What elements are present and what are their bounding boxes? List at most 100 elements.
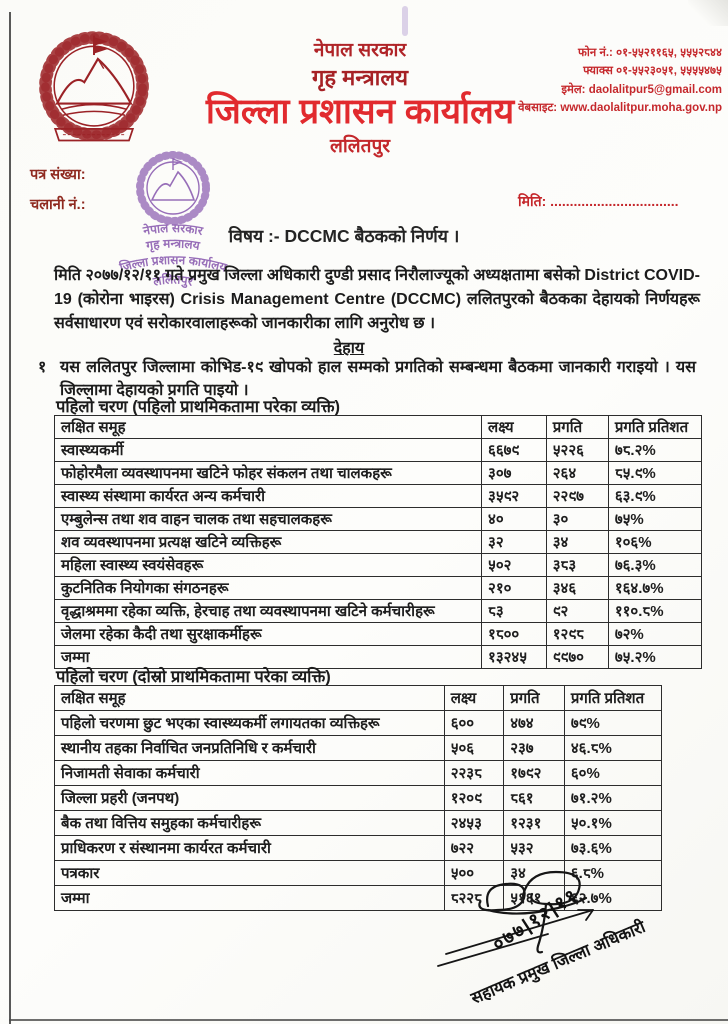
table-cell: स्वास्थ्य संस्थामा कार्यरत अन्य कर्मचारी	[53, 484, 483, 508]
date-line: मिति: .................................	[518, 192, 679, 211]
table-cell: १२०९	[443, 785, 505, 811]
table-cell: जेलमा रहेका कैदी तथा सुरक्षाकर्मीहरू	[53, 622, 483, 646]
table-cell: ४६.८%	[563, 735, 663, 761]
table-cell: ९९७०	[545, 645, 609, 669]
subject-line: विषय :- DCCMC बैठकको निर्णय ।	[228, 226, 460, 246]
table-cell: पत्रकार	[54, 860, 445, 886]
nepal-government-emblem-icon	[39, 31, 149, 142]
table-row: जम्मा १३२४५ ९९७० ७५.२%	[53, 645, 703, 669]
website-label: वेबसाइट:	[518, 102, 558, 115]
table-cell: ५०.१%	[563, 810, 663, 836]
first-phase-first-priority-table: लक्षित समूह लक्ष्य प्रगति प्रगति प्रतिशत…	[53, 415, 703, 669]
table-cell: ११०.८%	[607, 599, 703, 623]
table-cell: एम्बुलेन्स तथा शव वाहन चालक तथा सहचालकहर…	[53, 507, 483, 531]
fax-value: ०१-५५२३०५१, ५५५५४७५	[616, 65, 722, 78]
email-label: इमेल:	[561, 83, 586, 96]
table-cell: जम्मा	[54, 885, 445, 911]
col-progress-percent: प्रगति प्रतिशत	[607, 415, 703, 439]
table-row: निजामती सेवाका कर्मचारी २२३८ १७९२ ६०%	[54, 760, 663, 786]
scan-corner-fold	[688, 0, 728, 26]
table-cell: २४५३	[443, 810, 505, 836]
letter-number-label: पत्र संख्या:	[30, 167, 86, 183]
table-cell: २२३८	[443, 760, 505, 786]
letterhead: नेपाल सरकार गृह मन्त्रालय जिल्ला प्रशासन…	[150, 40, 570, 158]
col-target-group: लक्षित समूह	[53, 415, 483, 439]
dispatch-number-label: चलानी नं.:	[30, 197, 86, 214]
table-cell: ६३.९%	[607, 484, 703, 508]
col-target-group: लक्षित समूह	[54, 685, 445, 711]
first-phase-second-priority-table: लक्षित समूह लक्ष्य प्रगति प्रगति प्रतिशत…	[54, 685, 663, 911]
table-row: महिला स्वास्थ्य स्वयंसेवहरू ५०२ ३८३ ७६.३%	[53, 553, 703, 577]
table-row: कुटनितिक नियोगका संगठनहरू २१० ३४६ १६४.७%	[53, 576, 703, 600]
table-cell: ६२.७%	[563, 885, 663, 911]
email-value: daolalitpur5@gmail.com	[588, 83, 722, 96]
table-cell: ४०	[481, 507, 547, 531]
stamp-line-4: ललितपुर	[151, 272, 195, 289]
dehaya-heading: देहाय	[333, 340, 365, 357]
phone-value: ०१-५५२११६५, ५५५२८४४	[616, 47, 722, 59]
table-cell: ४७४	[503, 710, 565, 736]
table-cell: ७९%	[563, 710, 663, 736]
office-title: जिल्ला प्रशासन कार्यालय	[205, 92, 515, 132]
table-cell: ३५९२	[481, 484, 547, 508]
table-cell: जम्मा	[53, 645, 483, 669]
table-1-title: पहिलो चरण (पहिलो प्राथमिकतामा परेका व्यक…	[56, 398, 340, 416]
item-number: १	[38, 359, 47, 376]
scan-smudge	[402, 6, 408, 36]
table-row: स्वास्थ्य संस्थामा कार्यरत अन्य कर्मचारी…	[53, 484, 703, 508]
table-cell: २६४	[545, 461, 609, 485]
table-row: स्थानीय तहका निर्वाचित जनप्रतिनिधि र कर्…	[54, 735, 663, 761]
svg-text:नेपाल सरकार: नेपाल सरकार	[141, 221, 205, 238]
table-cell: ७८.२%	[607, 438, 703, 462]
table-cell: प्राधिकरण र संस्थानमा कार्यरत कर्मचारी	[54, 835, 445, 861]
table-cell: ७२%	[607, 622, 703, 646]
table-cell: ५३२	[503, 835, 565, 861]
table-row: वृद्धाश्रममा रहेका व्यक्ति, हेरचाह तथा व…	[53, 599, 703, 623]
date-dots: .................................	[550, 193, 679, 209]
table-row: जिल्ला प्रहरी (जनपथ) १२०९ ८६१ ७१.२%	[54, 785, 663, 811]
contact-block: फोन नं.: ०१-५५२११६५, ५५५२८४४ फ्याक्स ०१-…	[500, 44, 722, 118]
table-cell: २२९७	[545, 484, 609, 508]
table-row: एम्बुलेन्स तथा शव वाहन चालक तथा सहचालकहर…	[53, 507, 703, 531]
table-row: बैक तथा वित्तिय समुहका कर्मचारीहरू २४५३ १२…	[54, 810, 663, 836]
col-target: लक्ष्य	[481, 415, 547, 439]
svg-text:गृह मन्त्रालय: गृह मन्त्रालय	[144, 236, 201, 253]
scan-edge-line-bottom	[9, 1019, 728, 1021]
office-stamp: नेपाल सरकार गृह मन्त्रालय जिल्ला प्रशासन…	[117, 151, 229, 289]
district-title: ललितपुर	[329, 136, 391, 158]
table-cell: ३०७	[481, 461, 547, 485]
col-progress: प्रगति	[545, 415, 609, 439]
item-text: यस ललितपुर जिल्लामा कोभिड-१९ खोपको हाल स…	[60, 359, 696, 400]
stamp-line-2: गृह मन्त्रालय	[144, 236, 201, 253]
scan-edge-line-left	[9, 12, 11, 1024]
fax-line: फ्याक्स ०१-५५२३०५१, ५५५५४७५	[500, 62, 722, 80]
table-cell: ५०२	[481, 553, 547, 577]
table-row: फोहोरमैला व्यवस्थापनमा खटिने फोहर संकलन …	[53, 461, 703, 485]
table-header-row: लक्षित समूह लक्ष्य प्रगति प्रगति प्रतिशत	[53, 415, 703, 439]
table-cell: १८००	[481, 622, 547, 646]
table-cell: ७२२	[443, 835, 505, 861]
table-cell: ५२२६	[545, 438, 609, 462]
table-cell: १२९८	[545, 622, 609, 646]
table-cell: स्वास्थ्यकर्मी	[53, 438, 483, 462]
table-cell: शव व्यवस्थापनमा प्रत्यक्ष खटिने व्यक्तिह…	[53, 530, 483, 554]
table-cell: बैक तथा वित्तिय समुहका कर्मचारीहरू	[54, 810, 445, 836]
table-cell: ७३.६%	[563, 835, 663, 861]
table-row: जम्मा ८२२८ ५१६१ ६२.७%	[54, 885, 663, 911]
table-cell: पहिलो चरणमा छुट भएका स्वास्थ्यकर्मी लगाय…	[54, 710, 445, 736]
table-cell: महिला स्वास्थ्य स्वयंसेवहरू	[53, 553, 483, 577]
date-label: मिति:	[518, 193, 547, 209]
table-cell: वृद्धाश्रममा रहेका व्यक्ति, हेरचाह तथा व…	[53, 599, 483, 623]
ministry-title: गृह मन्त्रालय	[311, 64, 408, 90]
svg-text:ललितपुर: ललितपुर	[151, 272, 195, 289]
table-cell: १३२४५	[481, 645, 547, 669]
table-cell: ७५.२%	[607, 645, 703, 669]
table-cell: ८५.९%	[607, 461, 703, 485]
table-cell: २१०	[481, 576, 547, 600]
email-line: इमेल: daolalitpur5@gmail.com	[500, 81, 722, 99]
stamp-line-1: नेपाल सरकार	[141, 221, 205, 238]
table-cell: ५०६	[443, 735, 505, 761]
table-row: जेलमा रहेका कैदी तथा सुरक्षाकर्मीहरू १८००…	[53, 622, 703, 646]
signature-scribble-icon	[437, 870, 594, 967]
table-cell: ८६१	[503, 785, 565, 811]
